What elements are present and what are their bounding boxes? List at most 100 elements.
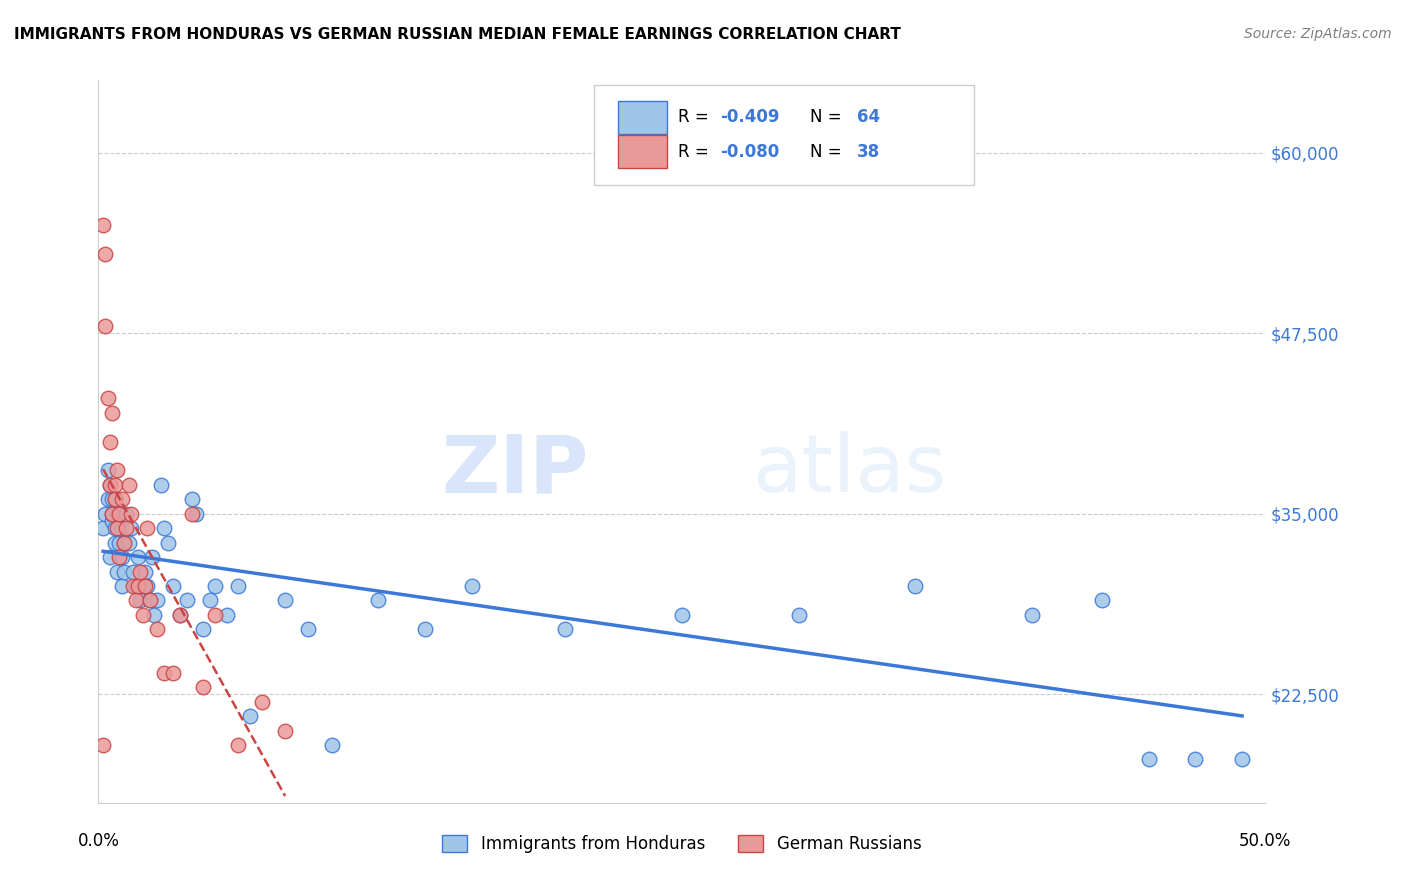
Point (139, 593, 162, 607)
Text: R =: R = (679, 143, 714, 161)
Point (186, 507, 208, 521)
Point (139, 593, 162, 607)
Text: 38: 38 (858, 143, 880, 161)
Point (120, 507, 142, 521)
Point (112, 565, 135, 579)
Text: 64: 64 (858, 108, 880, 126)
Point (97, 391, 120, 405)
Point (134, 565, 156, 579)
Point (94, 246, 117, 260)
Point (193, 680, 215, 694)
Point (101, 492, 124, 507)
Point (108, 535, 131, 549)
Point (321, 738, 343, 752)
Point (1021, 607, 1043, 622)
Point (104, 492, 127, 507)
Point (108, 507, 131, 521)
Point (94, 318, 117, 333)
Point (1137, 752, 1160, 766)
Point (204, 579, 226, 593)
Point (98, 434, 121, 449)
Point (136, 579, 159, 593)
Point (101, 406, 124, 420)
Point (101, 514, 124, 528)
Point (112, 535, 135, 549)
Text: Source: ZipAtlas.com: Source: ZipAtlas.com (1244, 27, 1392, 41)
Point (118, 478, 141, 492)
Point (111, 492, 134, 507)
Point (91, 738, 114, 752)
Point (98, 478, 121, 492)
Point (152, 521, 174, 535)
Point (787, 607, 810, 622)
FancyBboxPatch shape (595, 86, 973, 185)
Point (162, 665, 184, 680)
Point (250, 695, 273, 709)
Point (111, 521, 134, 535)
Text: N =: N = (810, 108, 848, 126)
FancyBboxPatch shape (617, 136, 666, 169)
Point (108, 507, 131, 521)
Point (129, 565, 152, 579)
Point (125, 579, 148, 593)
Point (127, 550, 149, 565)
Point (98, 550, 121, 565)
Point (200, 593, 222, 607)
Text: -0.080: -0.080 (720, 143, 780, 161)
Point (129, 593, 152, 607)
Point (104, 535, 127, 549)
Point (239, 709, 262, 723)
FancyBboxPatch shape (617, 101, 666, 134)
Point (162, 579, 184, 593)
Point (105, 565, 128, 579)
Point (132, 607, 155, 622)
Point (112, 535, 135, 549)
Point (169, 607, 191, 622)
Point (104, 492, 127, 507)
Point (105, 521, 128, 535)
Point (104, 521, 127, 535)
Point (152, 665, 174, 680)
Point (105, 507, 128, 521)
Point (98, 478, 121, 492)
Point (461, 579, 484, 593)
Legend: Immigrants from Honduras, German Russians: Immigrants from Honduras, German Russian… (436, 828, 928, 860)
Point (169, 607, 191, 622)
Point (274, 723, 297, 738)
Point (97, 492, 120, 507)
Point (204, 607, 226, 622)
Point (136, 521, 159, 535)
Point (118, 535, 141, 549)
Point (671, 607, 693, 622)
Point (122, 565, 145, 579)
Point (176, 593, 198, 607)
Point (115, 521, 138, 535)
Point (111, 579, 134, 593)
Point (132, 579, 155, 593)
Point (1091, 593, 1114, 607)
Point (228, 579, 250, 593)
Text: 50.0%: 50.0% (1239, 831, 1292, 850)
Point (104, 478, 127, 492)
Point (141, 550, 163, 565)
Point (1184, 752, 1206, 766)
Point (180, 507, 202, 521)
Point (91, 218, 114, 232)
Point (554, 623, 576, 637)
Point (157, 535, 180, 549)
Text: -0.409: -0.409 (720, 108, 780, 126)
Point (413, 623, 436, 637)
Point (146, 593, 169, 607)
Point (134, 579, 156, 593)
Text: atlas: atlas (752, 432, 946, 509)
Point (101, 507, 124, 521)
Text: IMMIGRANTS FROM HONDURAS VS GERMAN RUSSIAN MEDIAN FEMALE EARNINGS CORRELATION CH: IMMIGRANTS FROM HONDURAS VS GERMAN RUSSI… (14, 27, 901, 42)
Point (274, 593, 297, 607)
Point (180, 492, 202, 507)
Point (143, 607, 166, 622)
Point (150, 478, 173, 492)
Point (94, 507, 117, 521)
Text: ZIP: ZIP (441, 432, 589, 509)
Text: N =: N = (810, 143, 848, 161)
Point (367, 593, 389, 607)
